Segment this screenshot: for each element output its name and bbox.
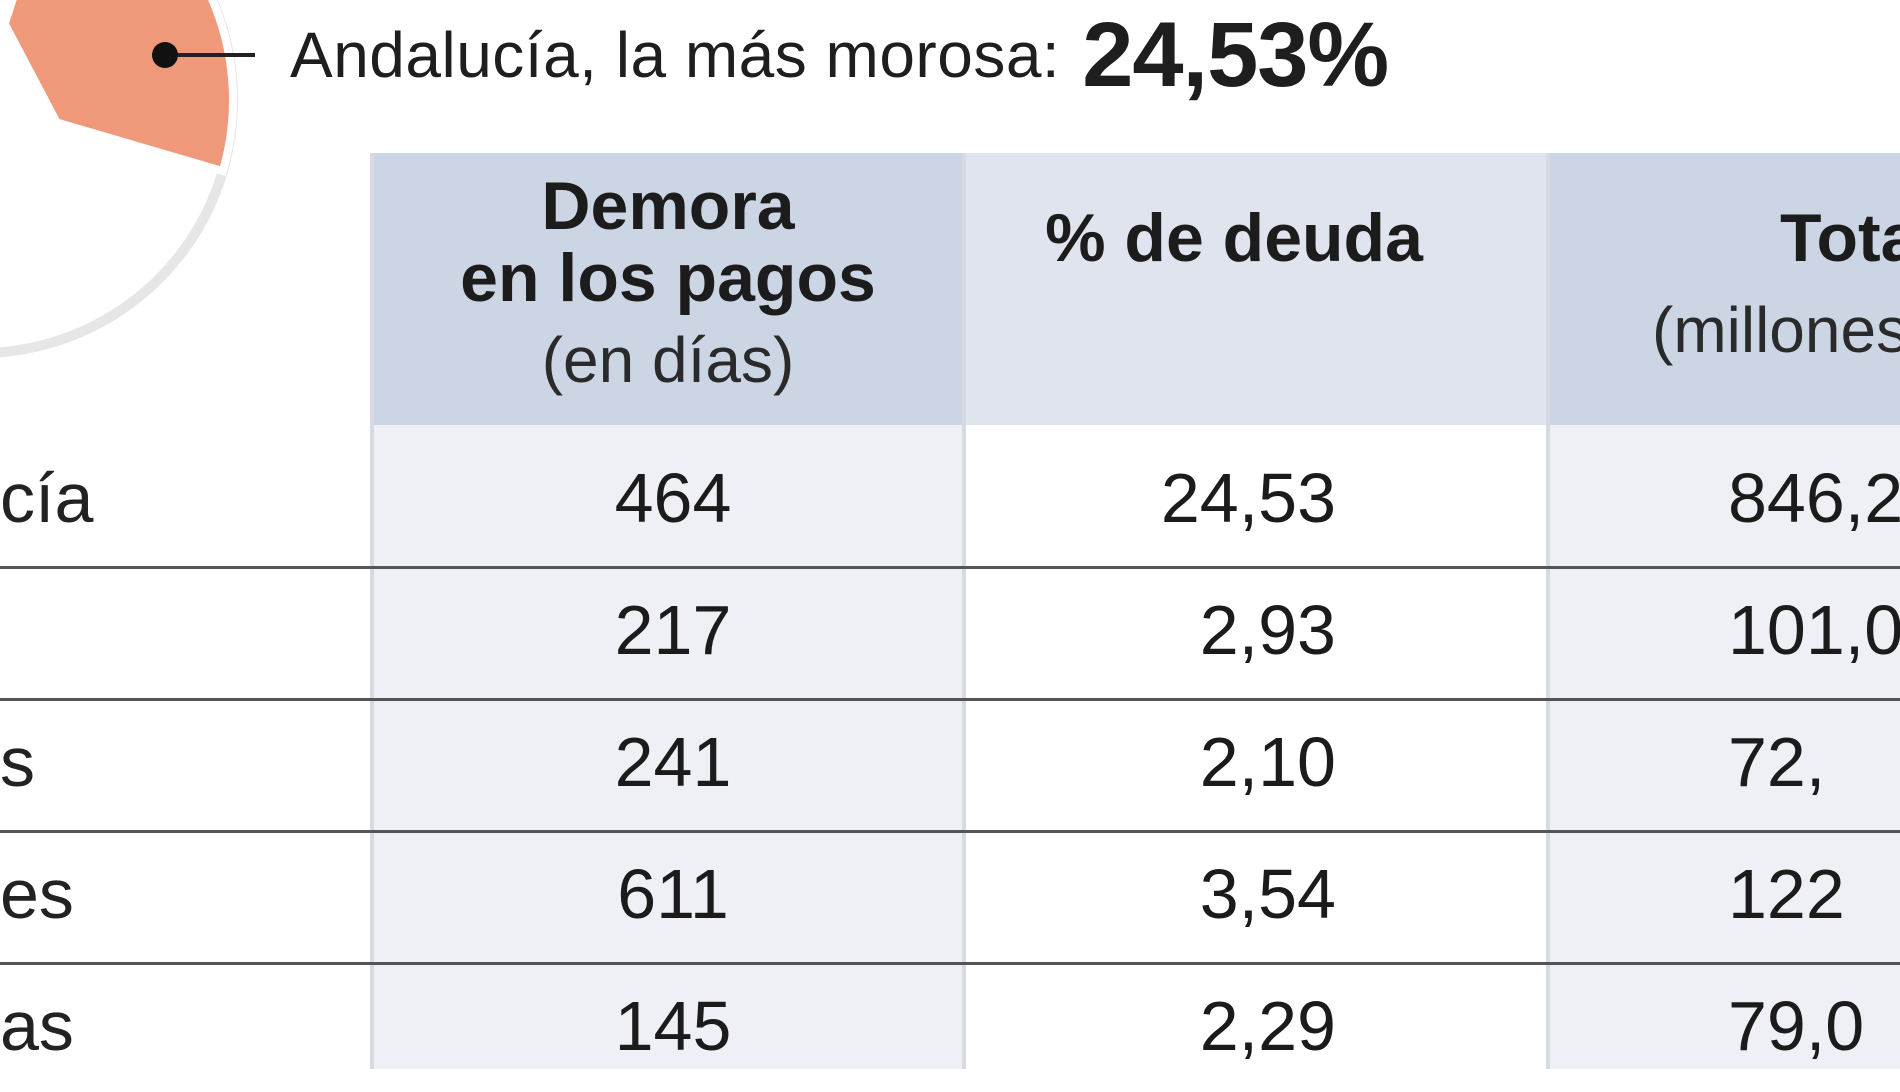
row-label: as: [0, 987, 74, 1065]
row-divider: [0, 830, 1900, 833]
pie-slice-andalucia: [0, 0, 237, 177]
column-header-title2: en los pagos: [460, 240, 876, 316]
table-cell: 464: [614, 459, 732, 537]
column-header-total: Tota (millones: [1548, 153, 1900, 425]
row-label: es: [0, 855, 74, 933]
body-bg-col3: [1548, 425, 1900, 1069]
row-divider: [0, 566, 1900, 569]
header-bg-col1: [372, 153, 964, 425]
table-cell: 24,53: [1160, 459, 1336, 537]
body-bg-col1: [372, 425, 964, 1069]
column-header-deuda: % de deuda: [964, 153, 1504, 425]
header-bg-col2: [964, 153, 1548, 425]
column-header-demora: Demora en los pagos (en días): [372, 153, 964, 425]
table-cell: 3,54: [1199, 855, 1336, 933]
column-divider: [370, 153, 374, 1069]
table-cell: 101,0: [1728, 591, 1900, 669]
table-cell: 145: [614, 987, 732, 1065]
table-cell: 241: [614, 723, 732, 801]
table-cell: 2,93: [1199, 591, 1336, 669]
row-label: cía: [0, 459, 94, 537]
share-pie-chart: [0, 0, 255, 358]
column-header-subtitle: (millones: [1652, 294, 1900, 366]
leader-dot: [152, 42, 178, 68]
table-cell: 217: [614, 591, 732, 669]
table-cell: 122: [1728, 855, 1845, 933]
column-divider: [1546, 153, 1550, 1069]
body-bg-col2: [964, 425, 1548, 1069]
column-divider: [962, 153, 966, 1069]
table-cell: 2,10: [1199, 723, 1336, 801]
headline: Andalucía, la más morosa: 24,53%: [290, 0, 1900, 110]
table-cell: 79,0: [1728, 987, 1865, 1065]
table-cell: 2,29: [1199, 987, 1336, 1065]
headline-value: 24,53%: [1082, 3, 1389, 106]
column-header-subtitle: (en días): [541, 324, 795, 396]
table-cell: 611: [617, 855, 729, 933]
column-header-title: Tota: [1780, 200, 1900, 276]
column-header-title: % de deuda: [1045, 200, 1423, 276]
row-label: [0, 564, 360, 696]
header-bg-col3: [1548, 153, 1900, 425]
column-header-title: Demora: [541, 168, 795, 244]
table-cell: 72,: [1728, 723, 1826, 801]
table-cell: 846,2: [1728, 459, 1900, 537]
headline-text: Andalucía, la más morosa:: [290, 19, 1061, 91]
row-divider: [0, 698, 1900, 701]
row-divider: [0, 962, 1900, 965]
row-label: s: [0, 723, 35, 801]
